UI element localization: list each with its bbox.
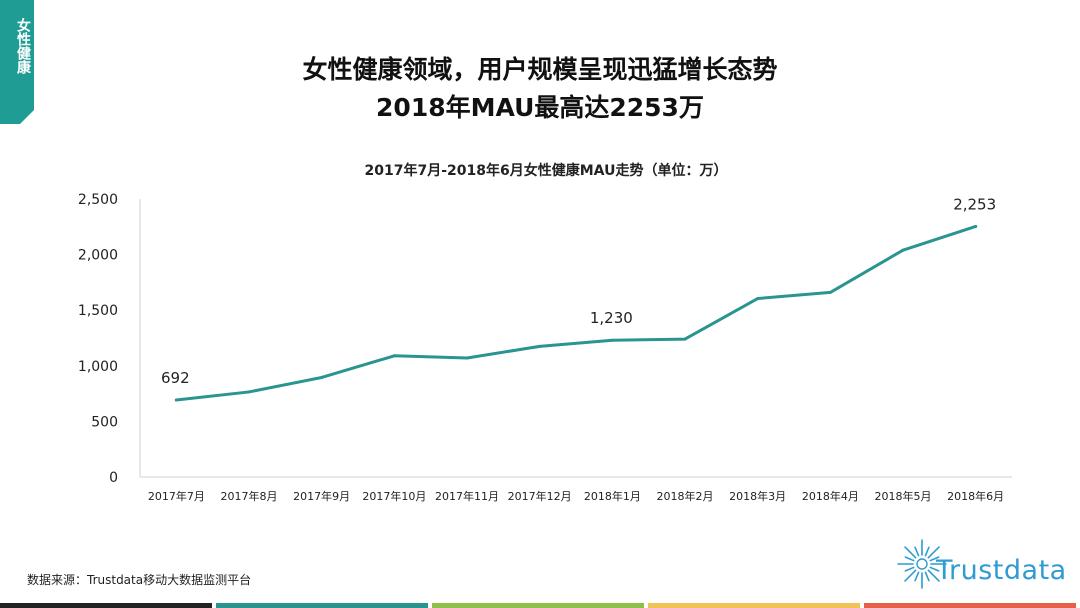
x-tick-label: 2018年3月: [729, 489, 786, 503]
data-source-note: 数据来源：Trustdata移动大数据监测平台: [27, 573, 252, 587]
series-line: [174, 224, 978, 402]
y-tick-label: 1,000: [78, 359, 118, 375]
logo-ray: [927, 569, 940, 582]
y-tick-label: 1,500: [78, 303, 118, 319]
footer-bar-segment: [648, 603, 860, 608]
x-tick-label: 2017年8月: [221, 489, 278, 503]
logo-ray: [927, 546, 940, 559]
x-tick-label: 2018年4月: [802, 489, 859, 503]
data-point: [828, 290, 832, 294]
trustdata-logo-icon: [897, 539, 947, 589]
footer-bar-segment: [0, 603, 212, 608]
y-tick-label: 2,000: [78, 248, 118, 264]
section-tab-label: 女性健康: [15, 18, 31, 74]
x-tick-label: 2017年7月: [148, 489, 205, 503]
logo-ray: [914, 571, 920, 582]
data-label: 692: [161, 369, 190, 387]
x-tick-label: 2017年12月: [508, 489, 572, 503]
data-point: [538, 344, 542, 348]
data-point: [610, 338, 614, 342]
footer-bar-segment: [864, 603, 1076, 608]
x-tick-label: 2017年10月: [362, 489, 426, 503]
logo-ray: [904, 556, 915, 562]
data-point: [465, 356, 469, 360]
logo-ray: [904, 569, 917, 582]
y-tick-label: 0: [109, 470, 118, 486]
y-tick-label: 500: [91, 414, 118, 430]
x-tick-label: 2017年11月: [435, 489, 499, 503]
x-tick-label: 2017年9月: [293, 489, 350, 503]
section-tab-shape: [0, 0, 34, 124]
logo-ray: [929, 556, 940, 562]
brand-name: Trustdata: [936, 555, 1067, 586]
data-point: [756, 297, 760, 301]
data-label: 1,230: [590, 309, 633, 327]
x-tick-label: 2018年2月: [657, 489, 714, 503]
logo-ray: [904, 566, 915, 572]
data-point: [974, 224, 978, 228]
data-point: [683, 337, 687, 341]
page-title-line-2: 2018年MAU最高达2253万: [376, 93, 704, 122]
data-point: [392, 354, 396, 358]
logo-ray: [924, 546, 930, 557]
data-point: [901, 248, 905, 252]
chart-title: 2017年7月-2018年6月女性健康MAU走势（单位：万）: [364, 163, 728, 179]
logo-ray: [914, 546, 920, 557]
data-point: [247, 390, 251, 394]
section-tab: 女性健康: [0, 0, 34, 124]
x-tick-label: 2018年5月: [875, 489, 932, 503]
footer-bar-segment: [216, 603, 428, 608]
logo-ray: [904, 546, 917, 559]
logo-ray: [924, 571, 930, 582]
page-title-line-1: 女性健康领域，用户规模呈现迅猛增长态势: [302, 55, 778, 84]
x-tick-label: 2018年6月: [947, 489, 1004, 503]
logo-ray: [929, 566, 940, 572]
footer-color-bar: [0, 603, 1080, 608]
data-label: 2,253: [953, 195, 996, 213]
y-tick-label: 2,500: [78, 192, 118, 208]
data-point: [320, 375, 324, 379]
footer-bar-segment: [432, 603, 644, 608]
data-point: [174, 398, 178, 402]
x-tick-label: 2018年1月: [584, 489, 641, 503]
